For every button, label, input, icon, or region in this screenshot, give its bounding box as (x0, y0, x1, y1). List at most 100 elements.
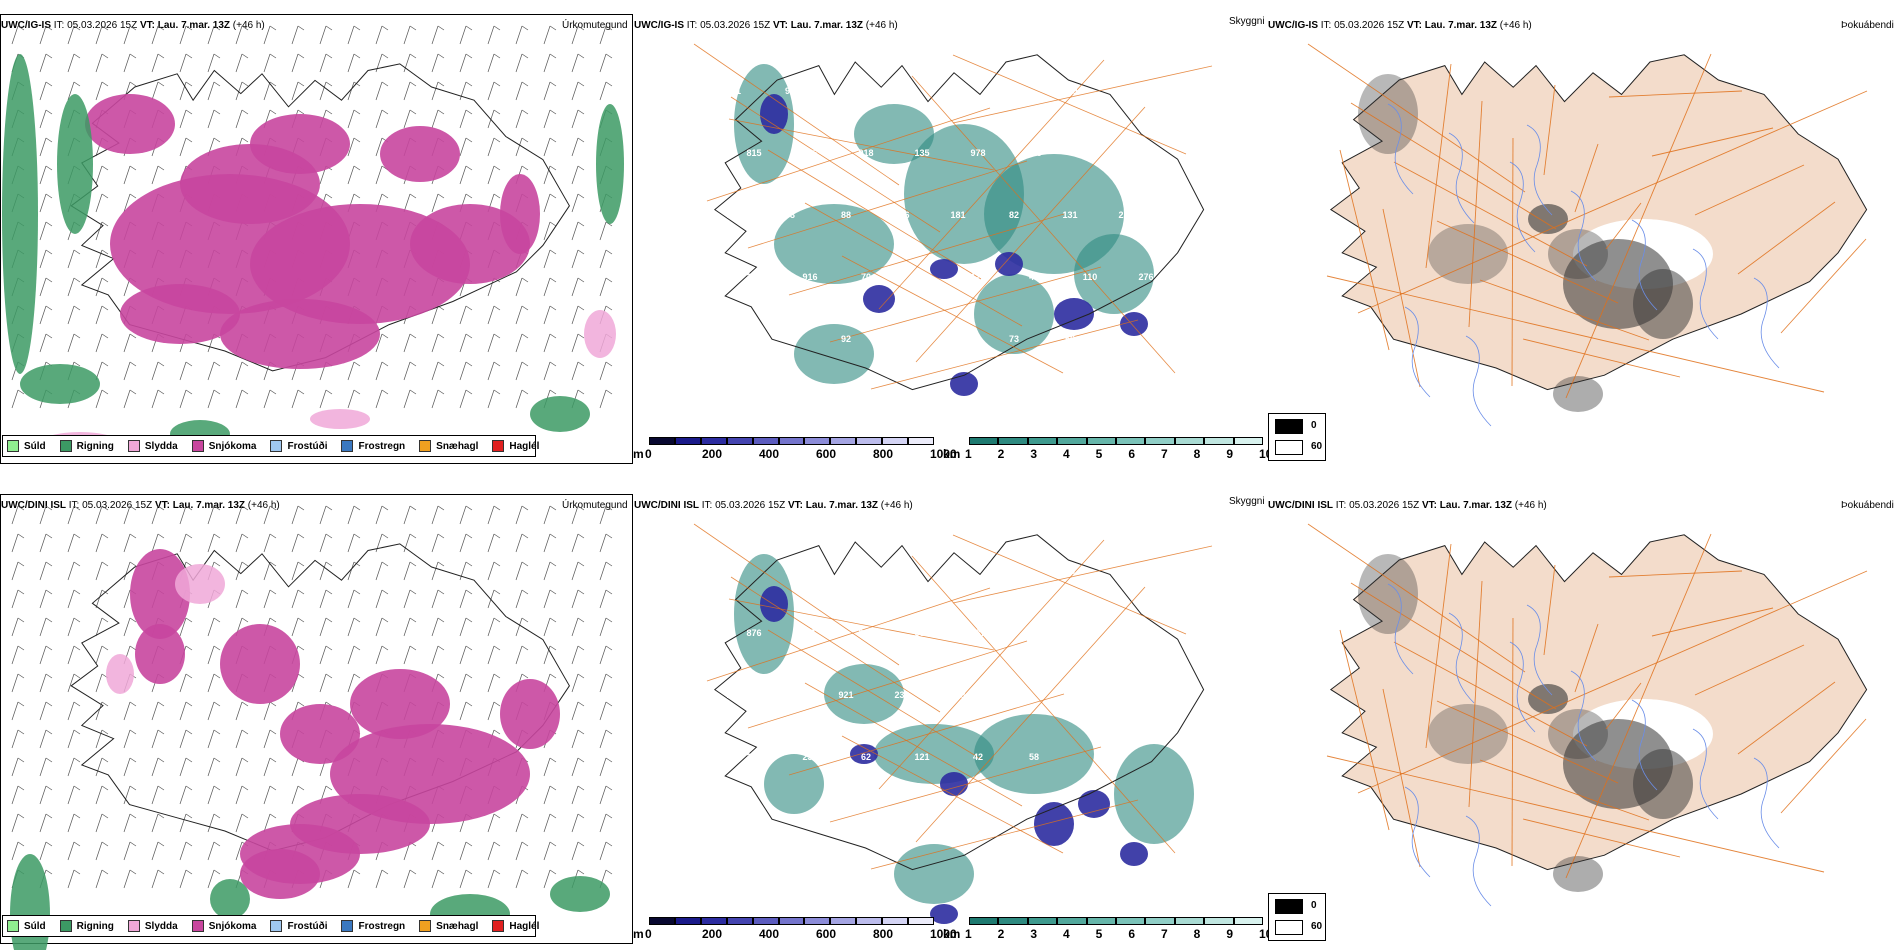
wind-barb (39, 533, 47, 553)
wind-barb-flag (45, 193, 53, 199)
wind-barb-flag (437, 109, 445, 115)
wind-barb (375, 81, 383, 101)
wind-barb-flag (73, 813, 81, 819)
panel-header-1-fog: UWC/IG-IS IT: 05.03.2026 15Z VT: Lau. 7.… (1268, 20, 1532, 31)
wind-barb (515, 333, 523, 353)
wind-barb-flag (465, 389, 473, 395)
wind-barb (235, 785, 243, 805)
rain-area (596, 104, 624, 224)
colorbar-segment (882, 437, 909, 445)
road (829, 746, 1102, 823)
wind-barb (11, 617, 19, 637)
colorbar-segment (1233, 437, 1263, 445)
wind-barb-flag (73, 53, 81, 59)
wind-barb (571, 277, 579, 297)
wind-barb-flag (185, 813, 193, 819)
wind-barb (375, 137, 383, 157)
colorbar-tick: 1 (965, 927, 972, 941)
legend-label: Snæhagl (436, 920, 479, 932)
wind-barb (95, 813, 103, 833)
wind-barb-flag (269, 533, 277, 539)
wind-barb (319, 25, 327, 45)
wind-barb-flag (493, 673, 501, 679)
colorbar-tick: 600 (816, 447, 837, 461)
wind-barb-flag (45, 673, 53, 679)
wind-barb (235, 53, 243, 73)
cloud-base-label: 46 (1029, 272, 1039, 282)
wind-barb-flag (465, 589, 473, 595)
wind-barb-flag (185, 757, 193, 763)
wind-barb (515, 109, 523, 129)
wind-barb (347, 137, 355, 157)
wind-barb-flag (381, 869, 389, 875)
wind-barb (599, 617, 607, 637)
wind-barb-flag (521, 165, 529, 171)
rain-area (530, 396, 590, 432)
wind-barb (11, 533, 19, 553)
cloud-base-label: 815 (746, 148, 761, 158)
wind-barb (263, 505, 271, 525)
cloud-title-1: Skyggni (1229, 16, 1265, 27)
wind-barb-flag (269, 813, 277, 819)
wind-barb (347, 533, 355, 553)
wind-barb-flag (605, 505, 613, 511)
legend-swatch (270, 920, 283, 932)
wind-barb-flag (101, 193, 109, 199)
wind-barb (151, 785, 159, 805)
colorbar-tick: 9 (1226, 447, 1234, 461)
panel-header-2-cloud: UWC/DINI ISL IT: 05.03.2026 15Z VT: Lau.… (634, 500, 913, 511)
wind-barb-flag (101, 505, 109, 511)
snow-area (380, 126, 460, 182)
road (1511, 617, 1514, 867)
wind-barb-flag (269, 589, 277, 595)
wind-barb (403, 389, 411, 409)
cloud-base-label: 181 (950, 210, 965, 220)
colorbar-tick: 3 (1030, 447, 1038, 461)
wind-barb (11, 701, 19, 721)
river (1570, 190, 1597, 282)
road (1565, 533, 1712, 879)
wind-barb (459, 25, 467, 45)
wind-barb (543, 137, 551, 157)
wind-barb-flag (493, 25, 501, 31)
wind-barb (319, 617, 327, 637)
wind-barb (11, 645, 19, 665)
wind-barb-flag (521, 25, 529, 31)
wind-barb (487, 505, 495, 525)
road (1393, 161, 1588, 267)
road (788, 693, 1065, 776)
fog-area (1358, 554, 1418, 634)
wind-barb (67, 785, 75, 805)
cloud-base-label: 401 (1118, 690, 1133, 700)
wind-barb (599, 673, 607, 693)
wind-barb (375, 645, 383, 665)
wind-barb-flag (213, 389, 221, 395)
snow-area (180, 144, 320, 224)
cloud-base-label: 184 (1026, 628, 1041, 638)
wind-barb (151, 361, 159, 381)
wind-barb-flag (17, 589, 25, 595)
wind-barb (599, 757, 607, 777)
wind-barb-flag (73, 505, 81, 511)
road (1382, 688, 1421, 868)
cloud-base-label: 865 (1006, 690, 1021, 700)
wind-barb-flag (577, 645, 585, 651)
legend-label: Slydda (144, 440, 178, 452)
wind-barb (39, 785, 47, 805)
wind-barb-flag (577, 277, 585, 283)
wind-barb-flag (493, 813, 501, 819)
legend-item: Snæhagl (419, 920, 478, 932)
wind-barb-flag (549, 361, 557, 367)
wind-barb (123, 561, 131, 581)
sleet-area (310, 409, 370, 429)
wind-barb-flag (17, 533, 25, 539)
wind-barb-flag (325, 389, 333, 395)
wind-barb (179, 813, 187, 833)
wind-barb-flag (185, 617, 193, 623)
wind-barb (179, 617, 187, 637)
fog-area (1633, 749, 1693, 819)
road (1737, 681, 1836, 755)
wind-barb (487, 701, 495, 721)
wind-barb-flag (353, 137, 361, 143)
colorbar-tick: 8 (1193, 927, 1201, 941)
